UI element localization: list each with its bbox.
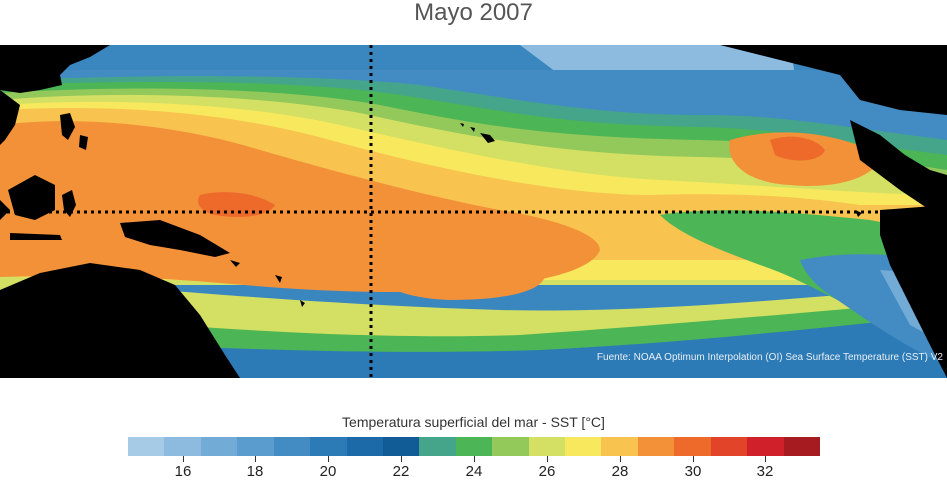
colorbar-swatch [674,437,711,456]
sst-region-warm-pool [0,121,600,293]
colorbar-tick-label: 16 [174,463,192,480]
map-title: Mayo 2007 [414,0,533,26]
colorbar-swatch [455,437,493,456]
land-asia-mainland [0,90,20,145]
colorbar-tick-label: 22 [392,463,410,480]
colorbar-tick-label: 32 [756,463,774,480]
colorbar-tick-mark [401,456,402,462]
colorbar-tick-mark [328,456,329,462]
land-sumatra [0,200,10,220]
sst-band-south-teal [0,315,947,378]
colorbar-swatch [747,437,784,456]
colorbar-tick-label: 30 [684,463,702,480]
colorbar-swatch [565,437,602,456]
colorbar-swatch [346,437,383,456]
colorbar-swatch [710,437,748,456]
colorbar-tick-label: 26 [538,463,556,480]
colorbar-swatch [164,437,201,456]
land-australia [0,263,240,378]
sst-region-south-warm-lobe [378,254,546,300]
colorbar-swatch [310,437,347,456]
colorbar-tick-label: 20 [319,463,337,480]
colorbar-swatch [382,437,420,456]
sst-region-eastern-hot [770,136,825,161]
colorbar-swatch [200,437,238,456]
colorbar-swatch [128,437,165,456]
land-asia [0,45,110,93]
source-note: Fuente: NOAA Optimum Interpolation (OI) … [596,352,943,363]
colorbar-tick-mark [693,456,694,462]
colorbar-tick-label: 18 [246,463,264,480]
colorbar-tick-mark [183,456,184,462]
land-java [10,233,62,240]
colorbar-tick-label: 24 [465,463,483,480]
colorbar-swatch [419,437,456,456]
land-sulawesi [62,190,76,217]
land-philippines [60,113,88,150]
legend-title: Temperatura superficial del mar - SST [°… [342,414,605,430]
colorbar-tick-label: 28 [611,463,629,480]
land-borneo [8,175,55,220]
colorbar-swatch [783,437,821,456]
land-north-america [720,45,947,115]
colorbar-tick-mark [765,456,766,462]
colorbar-swatch [237,437,274,456]
sst-map [0,45,947,378]
colorbar-swatch [528,437,566,456]
land-south-america [880,205,947,378]
colorbar-swatch [273,437,311,456]
land-hawaii [460,123,495,143]
colorbar-tick-mark [255,456,256,462]
colorbar-tick-mark [547,456,548,462]
colorbar-tick-mark [474,456,475,462]
colorbar-ticks: 16 18 20 22 24 26 28 30 32 [0,456,947,480]
land-central-america [850,120,947,215]
colorbar-swatch [492,437,529,456]
land-masses [0,45,947,378]
colorbar-tick-mark [620,456,621,462]
colorbar [128,437,821,456]
colorbar-swatch [601,437,638,456]
colorbar-swatch [637,437,675,456]
land-new-guinea [120,220,230,257]
